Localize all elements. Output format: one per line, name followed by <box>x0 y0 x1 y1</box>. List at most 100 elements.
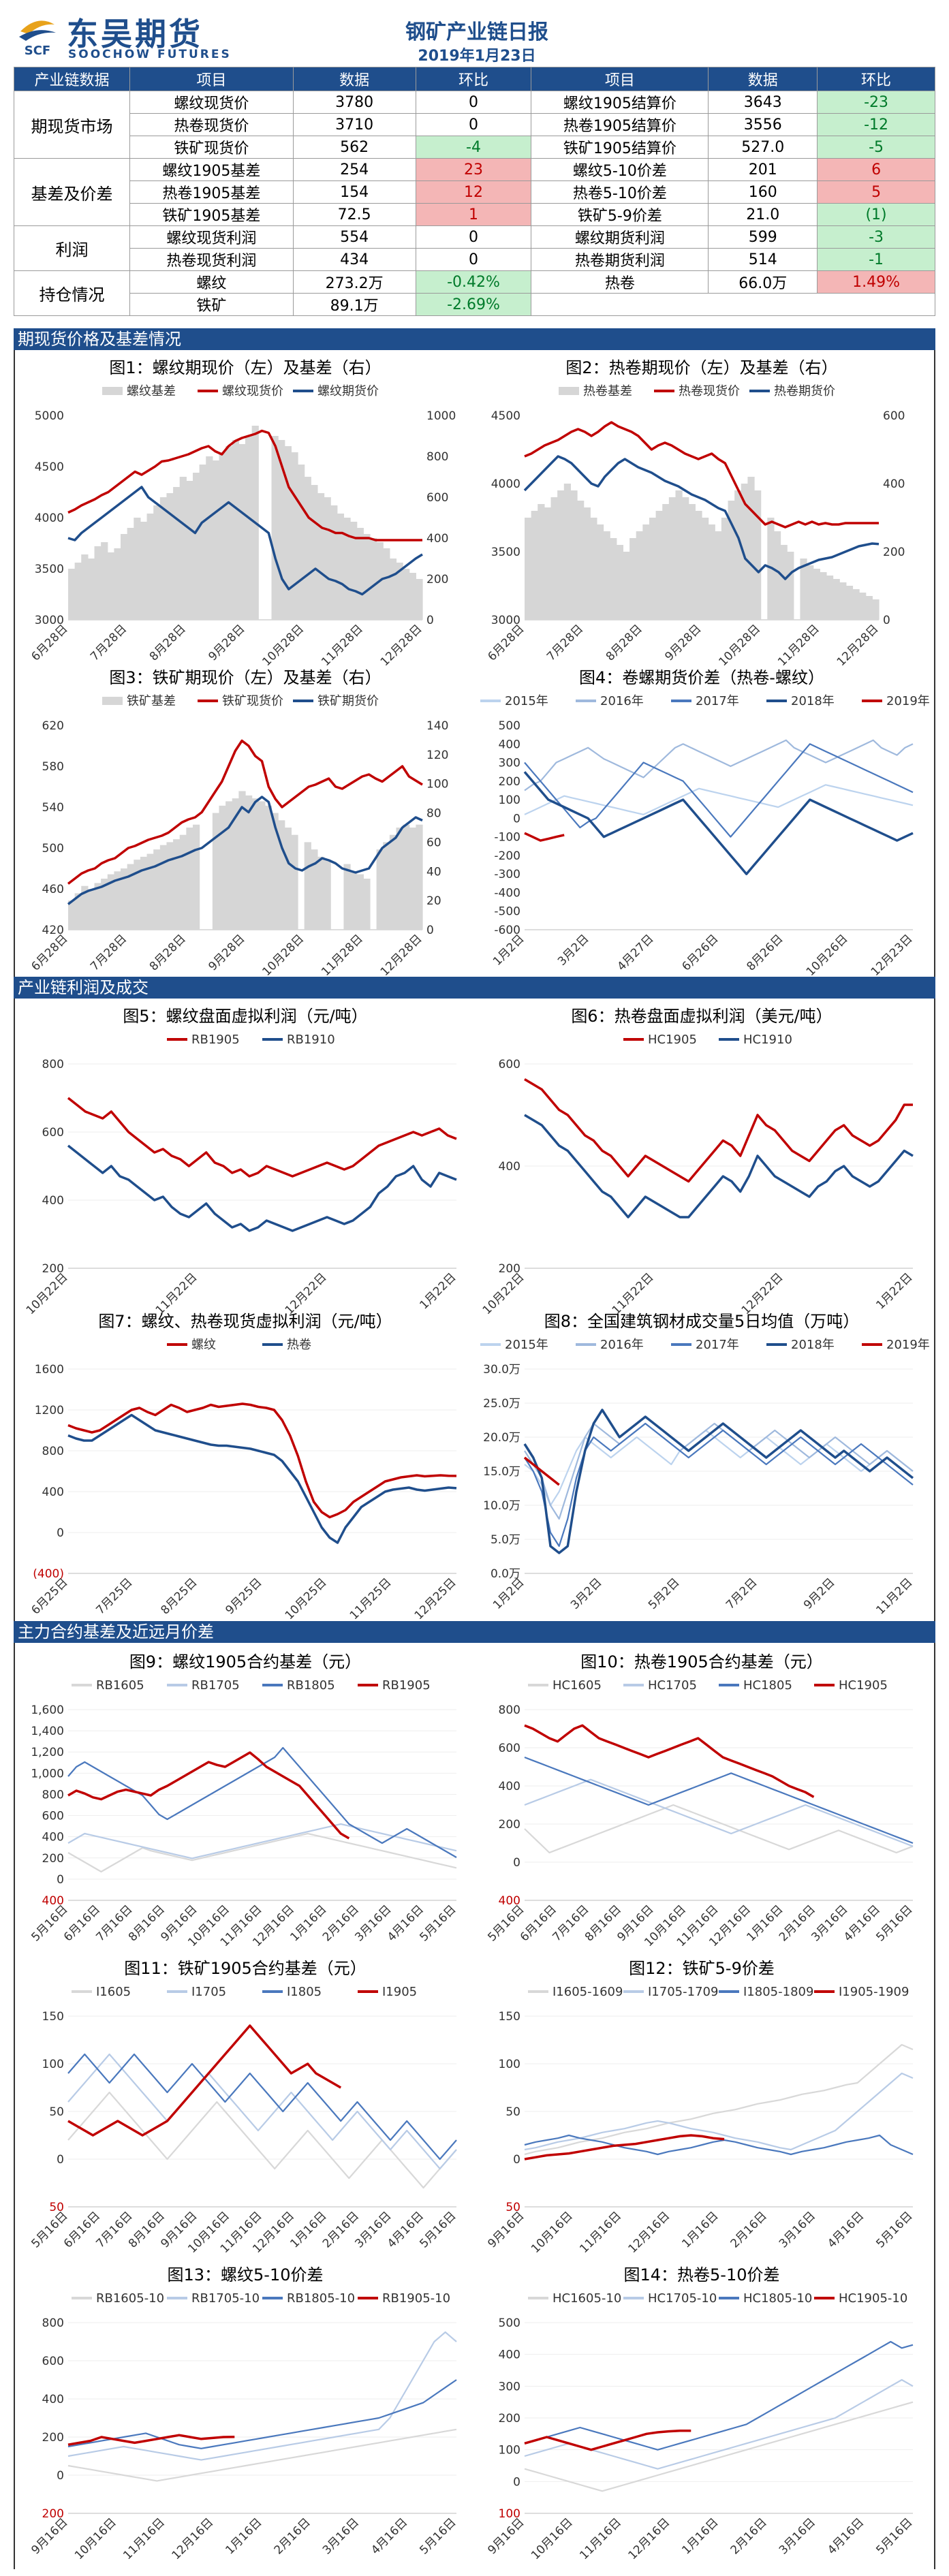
x-tick-label: 9月28日 <box>206 622 247 663</box>
area-bar <box>284 446 292 620</box>
area-bar <box>245 436 253 620</box>
chart-svg: 铁矿基差 铁矿现货价 铁矿期货价 420 460 500 540 580 620 0 20 40 60 8… <box>29 694 448 979</box>
summary-row: 期现货市场 螺纹现货价 3780 0 螺纹1905结算价 3643 -23 <box>14 91 935 159</box>
y2-tick-label: 0 <box>426 924 434 937</box>
series-line <box>524 1804 914 1854</box>
item-label: 热卷现货利润 <box>129 248 294 271</box>
chart-ore-price-basis: 图3：铁矿期现价（左）及基差（右） 铁矿基差 铁矿现货价 铁矿期货价 420 460 500… <box>20 664 470 979</box>
x-tick-label: 2月16日 <box>728 2515 770 2557</box>
area-bar <box>298 465 305 620</box>
y2-tick-label: 200 <box>426 573 448 586</box>
x-tick-label: 11月28日 <box>319 932 366 979</box>
area-bar <box>389 559 397 620</box>
item-label: 热卷1905基差 <box>129 180 294 204</box>
y-tick-label: 100 <box>499 2444 520 2457</box>
x-tick-label: 1月2日 <box>491 1575 527 1612</box>
area-bar <box>688 504 696 620</box>
area-bar <box>629 538 637 620</box>
report-title: 钢矿产业链日报 <box>405 20 548 44</box>
x-tick-label: 10月16日 <box>529 2515 576 2562</box>
chart-title: 图7：螺纹、热卷现货虚拟利润（元/吨） <box>98 1312 392 1331</box>
item-value: 3780 <box>292 91 416 114</box>
y2-tick-label: 40 <box>426 865 441 879</box>
legend-entry: I1905-1909 <box>839 1985 909 1999</box>
x-tick-label: 1月16日 <box>679 2515 721 2557</box>
x-tick-label: 5月16日 <box>417 2515 458 2557</box>
y-tick-label: 460 <box>42 883 64 896</box>
legend-entry: 2015年 <box>505 694 548 708</box>
x-tick-label: 6月28日 <box>485 622 527 663</box>
area-bar <box>166 493 174 620</box>
area-bar <box>396 563 403 620</box>
chart-title: 图2：热卷期现价（左）及基差（右） <box>565 358 838 377</box>
y-tick-label: 600 <box>42 1126 64 1140</box>
item-label: 螺纹期货利润 <box>531 225 709 249</box>
area-bar <box>396 828 403 930</box>
y-tick-label: 400 <box>499 1894 520 1908</box>
series-line <box>524 743 914 838</box>
y-tick-label: 3500 <box>35 563 64 576</box>
item-change: (1) <box>817 203 935 226</box>
area-bar <box>833 579 840 620</box>
area-bar <box>192 824 200 930</box>
area-bar <box>780 545 788 620</box>
area-bar <box>636 531 643 620</box>
chart-legend: 螺纹基差 螺纹现货价 螺纹期货价 <box>102 384 379 398</box>
x-tick-label: 7月25日 <box>93 1575 135 1617</box>
header-cell: 项目 <box>129 67 294 91</box>
y-tick-label: 600 <box>42 1810 64 1823</box>
legend-entry: 2018年 <box>791 694 835 708</box>
legend-entry: I1605 <box>96 1985 131 1999</box>
x-tick-label: 6月28日 <box>29 932 70 973</box>
legend-entry: HC1705-10 <box>648 2291 717 2306</box>
area-bar <box>708 524 715 620</box>
x-tick-label: 8月28日 <box>147 622 189 663</box>
x-tick-label: 5月16日 <box>873 2209 915 2250</box>
area-bar <box>186 828 193 930</box>
x-tick-label: 6月28日 <box>29 622 70 663</box>
area-bar <box>550 497 558 620</box>
area-bar <box>715 531 722 620</box>
y-tick-label: 50 <box>49 2105 64 2119</box>
summary-row: 持仓情况 螺纹 273.2万 -0.42% 热卷 66.0万 1.49% <box>14 270 935 316</box>
y-tick-label: (400) <box>33 1567 64 1581</box>
y-tick-label: 540 <box>42 801 64 815</box>
area-bar <box>820 572 827 620</box>
y-tick-label: 50 <box>505 2105 520 2119</box>
x-tick-label: 4月16日 <box>369 2515 410 2557</box>
series-line <box>67 1144 457 1232</box>
series-line <box>523 771 914 875</box>
y-tick-label: 800 <box>499 1703 520 1717</box>
report-date: 2019年1月23日 <box>418 48 536 65</box>
y-tick-label: 0 <box>513 1856 520 1870</box>
item-label: 螺纹现货利润 <box>129 225 294 249</box>
series-line <box>524 2134 725 2161</box>
series-line <box>524 784 914 815</box>
x-tick-label: 11月25日 <box>347 1575 394 1622</box>
item-label: 螺纹 <box>129 270 294 294</box>
y-tick-label: 500 <box>499 719 520 733</box>
x-tick-label: 2月16日 <box>728 2209 770 2250</box>
area-bar <box>800 559 807 620</box>
item-label: 铁矿1905结算价 <box>531 136 709 159</box>
y-tick-label: 800 <box>42 1788 64 1802</box>
legend-entry: 2019年 <box>886 694 930 708</box>
y-tick-label: 800 <box>42 1445 64 1458</box>
legend-entry: 2017年 <box>696 1338 739 1352</box>
x-tick-label: 2月16日 <box>272 2515 313 2557</box>
series-line <box>524 2429 691 2451</box>
legend-entry: 螺纹基差 <box>127 384 176 398</box>
y2-tick-label: 0 <box>883 614 890 627</box>
area-bar <box>682 497 689 620</box>
area-bar <box>114 548 121 620</box>
legend-entry: RB1910 <box>287 1033 335 1047</box>
legend-entry: HC1605-10 <box>553 2291 621 2306</box>
area-bar <box>291 452 298 620</box>
y-tick-label: 300 <box>499 757 520 770</box>
area-bar <box>258 801 266 930</box>
area-bar <box>114 871 121 930</box>
legend-entry: I1805-1809 <box>743 1985 813 1999</box>
header-cell: 环比 <box>817 67 935 91</box>
y-tick-label: 1,200 <box>31 1746 64 1759</box>
